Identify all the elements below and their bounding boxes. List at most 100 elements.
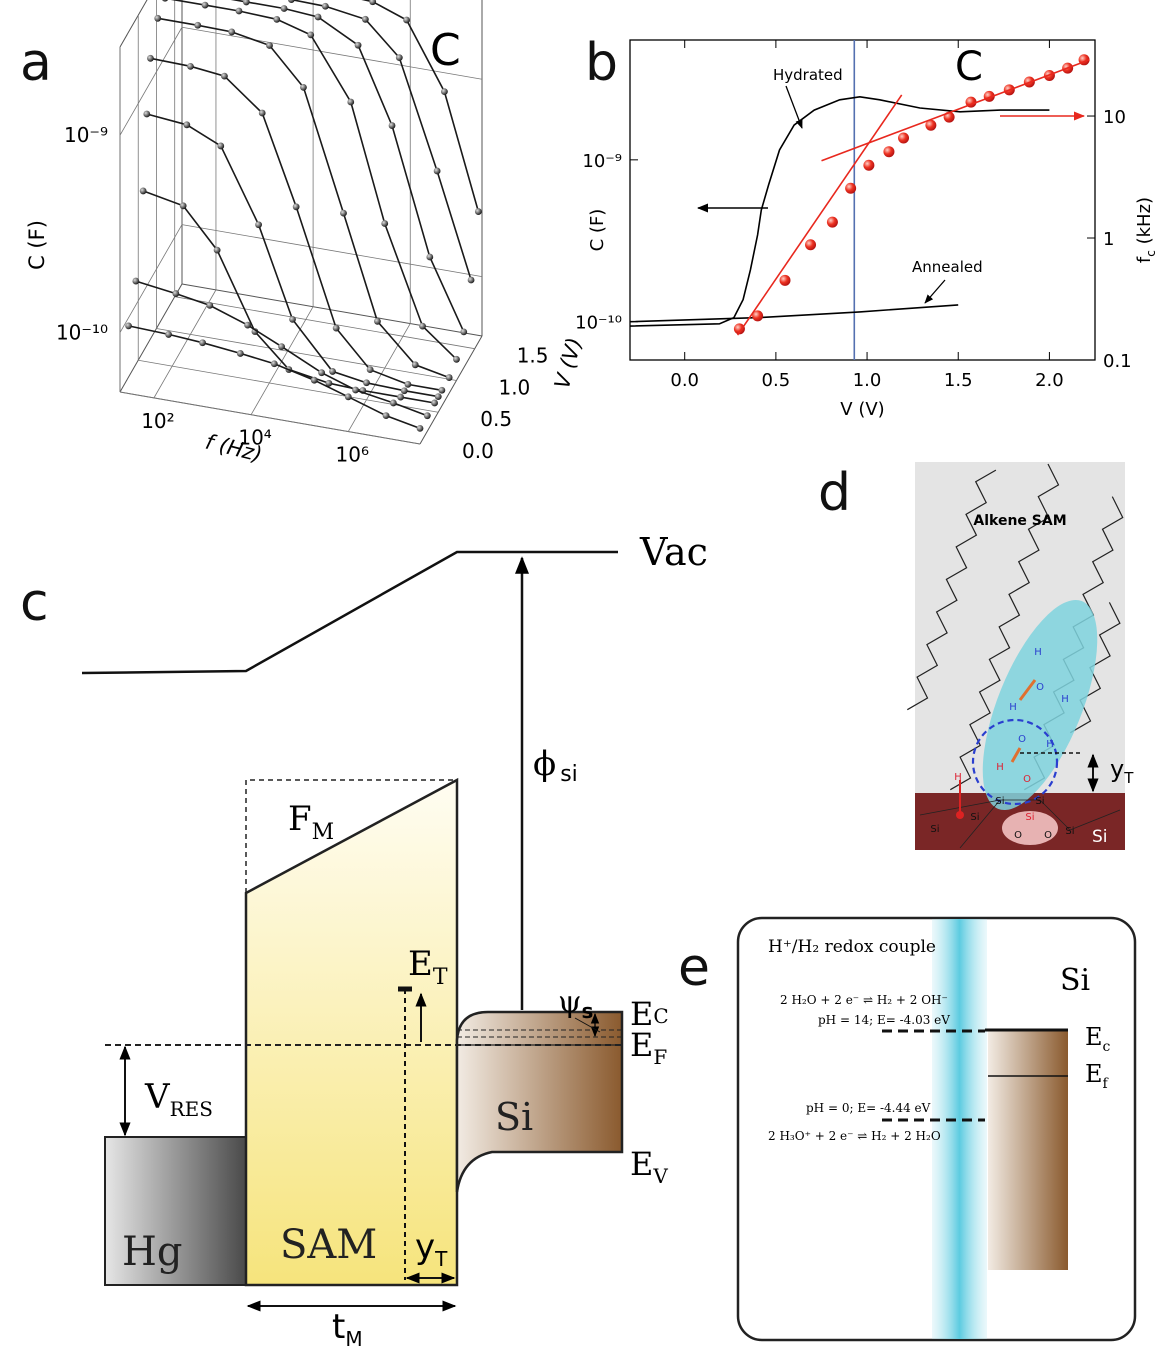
atom-label: H: [996, 762, 1004, 773]
x-tick-label: 1.5: [944, 370, 973, 391]
atom-dot: [956, 811, 964, 819]
data-point: [445, 374, 453, 381]
grid-line: [181, 26, 483, 80]
hydrogen-bond: [1010, 747, 1022, 763]
atom-label: Si: [995, 796, 1004, 807]
data-point: [363, 379, 370, 387]
grid-line: [181, 224, 483, 277]
data-point: [255, 221, 262, 229]
ef-label: Ef: [1085, 1060, 1110, 1092]
data-point: [395, 54, 403, 62]
label-sub: c: [1103, 1039, 1111, 1055]
data-point: [221, 72, 228, 80]
data-point: [779, 274, 791, 286]
si-label: Si: [1060, 963, 1090, 998]
label-main: E: [630, 1145, 653, 1183]
y-axis-label: C (F): [25, 220, 49, 270]
data-point: [278, 343, 285, 351]
level-label: pH = 0; E= -4.44 eV: [806, 1101, 931, 1115]
data-point: [883, 146, 895, 158]
data-point: [258, 109, 266, 117]
atom-label: Si: [970, 812, 979, 823]
si-label: Si: [495, 1095, 533, 1139]
data-point: [403, 16, 411, 24]
data-point: [423, 412, 431, 420]
data-point: [389, 399, 397, 407]
sam-barrier: [244, 777, 459, 1287]
data-point: [397, 393, 405, 401]
label-sub: C: [653, 1004, 668, 1028]
atom-label: O: [1023, 774, 1031, 785]
ec-label: Ec: [1085, 1023, 1111, 1055]
data-point: [382, 412, 390, 420]
x-tick-label: 10²: [141, 409, 174, 433]
data-point: [416, 424, 424, 432]
grid-line: [156, 328, 457, 381]
atom-label: H: [1046, 739, 1054, 750]
label-main: ψ: [558, 985, 582, 1020]
tm-label: tM: [332, 1307, 363, 1350]
label-sub: M: [312, 820, 335, 845]
data-point: [805, 239, 817, 251]
ef-label: EF: [630, 1026, 667, 1069]
y-tick-label: 10⁻¹⁰: [575, 313, 622, 334]
data-line: [821, 59, 1090, 162]
data-point: [288, 0, 295, 3]
x-tick-label: 2.0: [1035, 370, 1064, 391]
data-point: [400, 387, 408, 395]
data-point: [347, 98, 355, 106]
panel-label: b: [585, 33, 618, 93]
label-sub: T: [434, 1247, 448, 1271]
bond: [959, 799, 1001, 849]
data-point: [411, 361, 419, 369]
hg-label: Hg: [122, 1229, 183, 1275]
data-point: [213, 246, 221, 254]
vacuum-level: [81, 550, 618, 675]
data-point: [236, 350, 244, 357]
data-point: [419, 322, 426, 330]
interface-band: [932, 919, 987, 1339]
trap-site: [971, 718, 1059, 806]
phi-label: ϕ si: [533, 744, 578, 787]
y-tick-label: 10⁻¹⁰: [56, 321, 108, 345]
data-point: [441, 88, 448, 96]
sam-label: Alkene SAM: [973, 513, 1066, 529]
panel-b: Hydrated Annealed 0.0 0.5 1.0 1.5 2.010⁻¹⁰10…: [575, 39, 1158, 420]
si-band: [988, 1030, 1068, 1270]
alkyl-chain: [949, 463, 1060, 791]
grid-line: [119, 391, 421, 445]
data-point: [352, 386, 359, 394]
data-point: [270, 360, 278, 368]
annotation: C: [430, 25, 461, 76]
data-point: [329, 368, 336, 375]
y2-tick-label: 10: [1103, 107, 1126, 128]
data-point: [374, 317, 381, 325]
panel-e: H⁺/H₂ redox couple Si 2 H₂O + 2 e⁻ ⇌ H₂ …: [736, 916, 1137, 1342]
atom-label: Si: [1035, 796, 1044, 807]
atom-label: Si: [1025, 812, 1034, 823]
label-main: y: [1110, 755, 1124, 783]
vres-label: VRES: [144, 1077, 213, 1121]
ev-label: EV: [630, 1145, 668, 1188]
x-axis-label: V (V): [840, 399, 884, 420]
atom-label: O: [1014, 830, 1022, 841]
data-point: [321, 2, 329, 10]
data-point: [354, 41, 362, 49]
panel-label: d: [818, 463, 851, 523]
grid-line: [174, 296, 475, 350]
y-tick-label: 10⁻⁹: [582, 151, 622, 172]
data-point: [162, 0, 168, 2]
y2-tick-label: 0.1: [1103, 351, 1132, 372]
grid-line: [138, 359, 439, 413]
label-main: ϕ: [533, 744, 556, 784]
data-point: [404, 380, 412, 388]
label-main: E: [408, 944, 433, 984]
label-main: t: [332, 1307, 345, 1347]
z-axis-label: V (V): [550, 335, 587, 391]
data-point: [206, 301, 214, 309]
data-point: [244, 321, 252, 329]
data-point: [143, 110, 151, 118]
data-point: [318, 369, 325, 377]
data-point: [366, 366, 374, 374]
